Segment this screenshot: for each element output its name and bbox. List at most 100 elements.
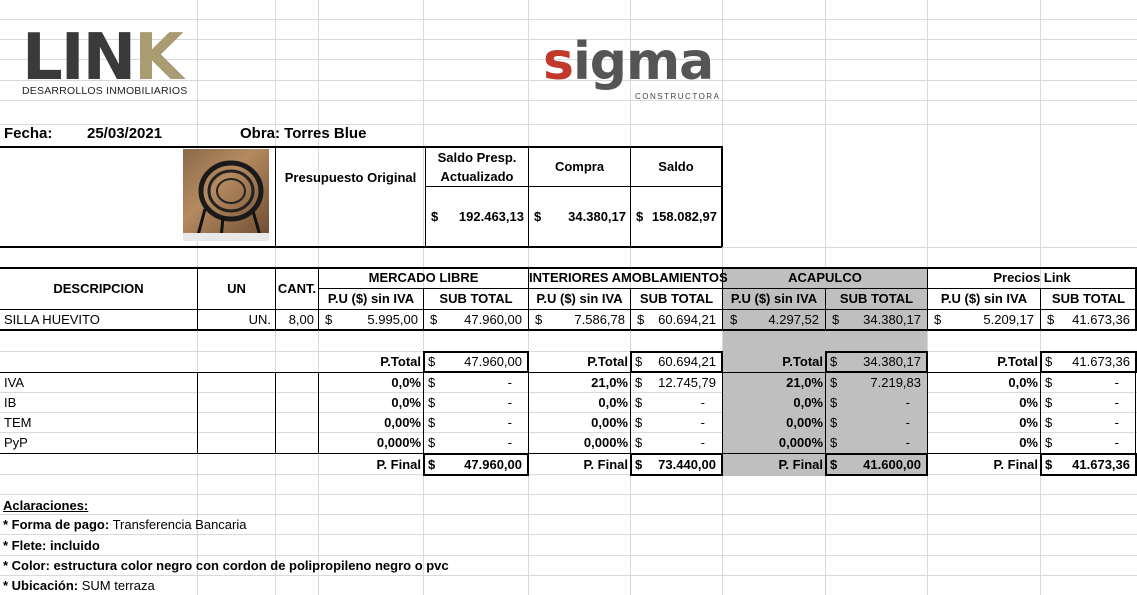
subtotal-header: SUB TOTAL	[839, 291, 914, 306]
subtotal-header: SUB TOTAL	[1051, 291, 1126, 306]
ptotal-mercado-libre: 47.960,00	[464, 354, 522, 369]
rate-link-ib: 0%	[1019, 395, 1038, 410]
rate-int-tem: 0,00%	[591, 415, 628, 430]
pfinal-label: P. Final	[993, 457, 1038, 472]
item-descripcion: SILLA HUEVITO	[4, 312, 100, 327]
pu-header: P.U ($) sin IVA	[327, 291, 415, 306]
ptotal-acapulco: 34.380,17	[863, 354, 921, 369]
rate-link-iva: 0,0%	[1008, 375, 1038, 390]
link-logo: LINK DESARROLLOS INMOBILIARIOS	[22, 26, 212, 100]
note-ubic-value: SUM terraza	[78, 578, 155, 593]
pfinal-acapulco: 41.600,00	[863, 457, 921, 472]
amt-int-pyp: -	[700, 435, 705, 450]
pfinal-label: P. Final	[376, 457, 421, 472]
saldo-presp-label-2: Actualizado	[440, 169, 514, 184]
fecha-label: Fecha:	[4, 125, 53, 142]
rate-link-tem: 0%	[1019, 415, 1038, 430]
ptotal-link: 41.673,36	[1072, 354, 1130, 369]
amt-ml-iva: -	[507, 375, 512, 390]
amt-ml-pyp: -	[507, 435, 512, 450]
rate-aca-iva: 21,0%	[786, 375, 823, 390]
amt-link-pyp: -	[1114, 435, 1119, 450]
note-flete: * Flete: incluido	[3, 538, 100, 553]
saldo-presp-label-1: Saldo Presp.	[437, 150, 517, 165]
item-sub-acapulco: 34.380,17	[863, 312, 921, 327]
item-sub-interiores: 60.694,21	[658, 312, 716, 327]
rate-ml-iva: 0,0%	[391, 375, 421, 390]
amt-aca-pyp: -	[905, 435, 910, 450]
pu-header: P.U ($) sin IVA	[536, 291, 623, 306]
vendor-interiores: INTERIORES AMOBLAMIENTOS	[529, 270, 728, 285]
subtotal-header: SUB TOTAL	[439, 291, 513, 306]
ptotal-label: P.Total	[380, 354, 421, 369]
rate-aca-tem: 0,00%	[786, 415, 823, 430]
subtotal-header: SUB TOTAL	[639, 291, 714, 306]
saldo-currency: $	[636, 209, 644, 224]
compra-label: Compra	[554, 159, 605, 174]
rate-ml-pyp: 0,000%	[376, 435, 421, 450]
rate-aca-ib: 0,0%	[793, 395, 823, 410]
compra-value: 34.380,17	[568, 209, 626, 224]
amt-link-ib: -	[1114, 395, 1119, 410]
item-pu-interiores: 7.586,78	[574, 312, 625, 327]
saldo-presp-value: 192.463,13	[458, 209, 524, 224]
chair-product-image	[183, 149, 269, 241]
pfinal-label: P. Final	[778, 457, 823, 472]
rate-int-iva: 21,0%	[591, 375, 628, 390]
vendor-precios-link: Precios Link	[993, 270, 1071, 285]
compra-currency: $	[534, 209, 542, 224]
note-ubicacion: * Ubicación: SUM terraza	[3, 576, 155, 595]
ptotal-label: P.Total	[587, 354, 628, 369]
pu-header: P.U ($) sin IVA	[940, 291, 1028, 306]
link-logo-wordmark: LINK	[22, 21, 184, 95]
amt-aca-iva: 7.219,83	[870, 375, 921, 390]
col-cant: CANT.	[277, 281, 317, 296]
saldo-presp-currency: $	[431, 209, 439, 224]
presupuesto-original-label: Presupuesto Original	[284, 170, 417, 185]
ptotal-label: P.Total	[997, 354, 1038, 369]
rate-ml-ib: 0,0%	[391, 395, 421, 410]
item-un: UN.	[248, 312, 271, 327]
item-pu-acapulco: 4.297,52	[768, 312, 819, 327]
amt-int-iva: 12.745,79	[658, 375, 716, 390]
rate-ml-tem: 0,00%	[384, 415, 421, 430]
row-label-pyp: PyP	[4, 435, 28, 450]
notes-title: Aclaraciones:	[3, 498, 89, 513]
amt-link-iva: -	[1114, 375, 1119, 390]
sigma-logo: sigma CONSTRUCTORA	[543, 36, 733, 106]
amt-ml-ib: -	[507, 395, 512, 410]
row-label-tem: TEM	[4, 415, 32, 430]
pfinal-interiores: 73.440,00	[658, 457, 716, 472]
ptotal-interiores: 60.694,21	[658, 354, 716, 369]
row-label-iva: IVA	[4, 375, 24, 390]
obra-title: Obra: Torres Blue	[240, 125, 367, 142]
note-color: * Color: estructura color negro con cord…	[3, 558, 449, 573]
amt-aca-ib: -	[905, 395, 910, 410]
item-pu-mercado-libre: 5.995,00	[367, 312, 418, 327]
note-forma-label: * Forma de pago:	[3, 517, 110, 532]
rate-aca-pyp: 0,000%	[778, 435, 823, 450]
saldo-value: 158.082,97	[651, 209, 717, 224]
amt-ml-tem: -	[507, 415, 512, 430]
note-ubic-label: * Ubicación:	[3, 578, 79, 593]
pfinal-link: 41.673,36	[1072, 457, 1130, 472]
pu-header: P.U ($) sin IVA	[730, 291, 818, 306]
col-descripcion: DESCRIPCION	[53, 281, 144, 296]
amt-link-tem: -	[1114, 415, 1119, 430]
rate-int-pyp: 0,000%	[583, 435, 628, 450]
col-un: UN	[227, 281, 246, 296]
saldo-label: Saldo	[658, 159, 694, 174]
fecha-value: 25/03/2021	[87, 125, 163, 142]
amt-int-tem: -	[700, 415, 705, 430]
item-sub-link: 41.673,36	[1072, 312, 1130, 327]
row-label-ib: IB	[4, 395, 17, 410]
link-logo-tagline: DESARROLLOS INMOBILIARIOS	[22, 85, 188, 97]
pfinal-mercado-libre: 47.960,00	[464, 457, 522, 472]
ptotal-label: P.Total	[782, 354, 823, 369]
rate-link-pyp: 0%	[1019, 435, 1038, 450]
item-cant: 8,00	[288, 312, 314, 327]
vendor-acapulco: ACAPULCO	[788, 270, 862, 285]
vendor-mercado-libre: MERCADO LIBRE	[368, 270, 479, 285]
note-forma-value: Transferencia Bancaria	[109, 517, 247, 532]
item-pu-link: 5.209,17	[983, 312, 1034, 327]
